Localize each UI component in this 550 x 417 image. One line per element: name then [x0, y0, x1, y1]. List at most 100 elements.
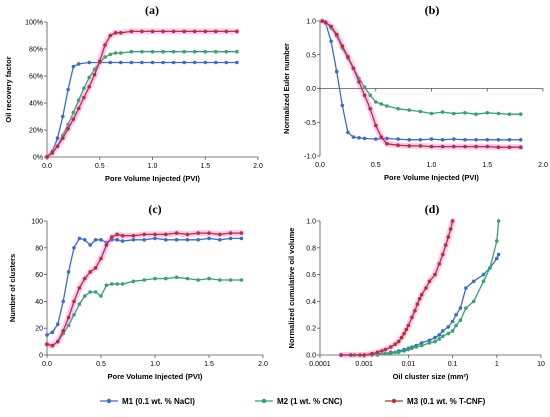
- data-point: [440, 144, 445, 149]
- data-point: [83, 294, 87, 298]
- data-point: [334, 69, 339, 74]
- data-point: [76, 98, 81, 103]
- data-point: [427, 338, 432, 343]
- data-point: [393, 350, 397, 355]
- data-point: [71, 64, 76, 69]
- data-point: [77, 302, 82, 306]
- y-tick-label: -0.5: [304, 120, 316, 127]
- data-point: [458, 306, 463, 310]
- data-point: [224, 60, 229, 65]
- y-tick-label: 40: [35, 299, 43, 306]
- data-point: [235, 29, 239, 34]
- data-point: [113, 31, 118, 35]
- data-point: [383, 347, 388, 352]
- data-point: [452, 144, 456, 149]
- data-point: [131, 279, 136, 284]
- series-glow: [44, 230, 245, 349]
- data-point: [433, 339, 437, 344]
- data-point: [474, 144, 478, 149]
- legend: M1 (0.1 wt. % NaCl) M2 (1 wt. % CNC) M3 (0…: [100, 397, 486, 406]
- data-point: [404, 327, 409, 332]
- data-point: [87, 75, 91, 80]
- data-point: [437, 337, 442, 341]
- data-point: [115, 238, 119, 242]
- x-tick-label: 1.5: [200, 163, 210, 170]
- data-point: [235, 49, 239, 54]
- data-point: [119, 31, 123, 35]
- data-point: [82, 86, 86, 90]
- data-point: [410, 346, 414, 351]
- data-point: [463, 144, 467, 149]
- data-point: [93, 290, 98, 294]
- data-point: [389, 345, 393, 349]
- data-point: [340, 44, 345, 48]
- data-point: [45, 333, 49, 337]
- data-point: [131, 233, 136, 238]
- data-point: [61, 299, 65, 304]
- data-point: [440, 138, 445, 142]
- data-point: [441, 329, 445, 333]
- data-point: [414, 345, 419, 349]
- data-point: [161, 49, 165, 54]
- data-point: [396, 143, 400, 147]
- data-point: [56, 339, 60, 344]
- data-point: [446, 331, 451, 336]
- legend-marker: [391, 398, 397, 404]
- series-line: [321, 20, 521, 148]
- y-tick-label: 1.0: [306, 19, 316, 26]
- data-point: [320, 19, 325, 23]
- data-point: [495, 239, 499, 243]
- x-tick-label: 0.5: [96, 361, 106, 368]
- data-point: [182, 60, 186, 65]
- data-point: [396, 339, 401, 344]
- data-point: [140, 60, 144, 65]
- data-point: [129, 29, 134, 34]
- y-tick-label: 0%: [33, 155, 43, 162]
- y-tick-label: 20%: [29, 128, 43, 135]
- x-tick-label: 0.5: [95, 163, 105, 170]
- data-point: [485, 144, 490, 149]
- data-point: [471, 299, 476, 304]
- data-point: [329, 24, 333, 29]
- data-point: [185, 276, 190, 281]
- legend-label: M1 (0.1 wt. % NaCl): [122, 397, 195, 406]
- data-point: [424, 286, 428, 290]
- data-point: [496, 145, 501, 149]
- data-point: [485, 111, 490, 115]
- data-point: [446, 235, 451, 239]
- data-point: [164, 276, 168, 281]
- data-point: [72, 246, 76, 250]
- data-point: [228, 231, 233, 235]
- data-point: [103, 55, 107, 59]
- data-point: [161, 29, 165, 34]
- data-point: [518, 138, 523, 142]
- legend-item-M2: M2 (1 wt. % CNC): [255, 397, 343, 406]
- data-point: [45, 155, 49, 159]
- x-tick-label: 0.0: [42, 163, 52, 170]
- data-point: [433, 272, 437, 277]
- x-tick-label: 1.0: [427, 162, 437, 169]
- data-point: [419, 343, 424, 348]
- data-point: [55, 136, 60, 140]
- data-point: [507, 145, 512, 149]
- data-point: [437, 333, 442, 337]
- data-point: [340, 103, 345, 108]
- data-point: [61, 329, 65, 333]
- data-point: [164, 232, 168, 237]
- x-tick-label: 2.0: [253, 163, 263, 170]
- data-point: [417, 296, 422, 301]
- y-tick-label: -1.0: [304, 154, 316, 161]
- series-M3: [44, 28, 240, 160]
- chart-panel-2: (c) 0 20 40 60 80 100 0.0 0.5 1.0 1.5 2.0 Pore Volum…: [8, 202, 268, 381]
- series-line: [46, 61, 237, 158]
- data-point: [464, 286, 468, 290]
- data-point: [83, 276, 87, 281]
- data-point: [182, 29, 186, 34]
- data-point: [329, 39, 333, 44]
- y-axis-label: Normalized Euler number: [282, 43, 291, 134]
- data-point: [374, 123, 378, 128]
- data-point: [518, 145, 523, 149]
- series-line: [341, 220, 454, 356]
- x-tick-label: 2.0: [258, 361, 268, 368]
- data-point: [351, 135, 356, 139]
